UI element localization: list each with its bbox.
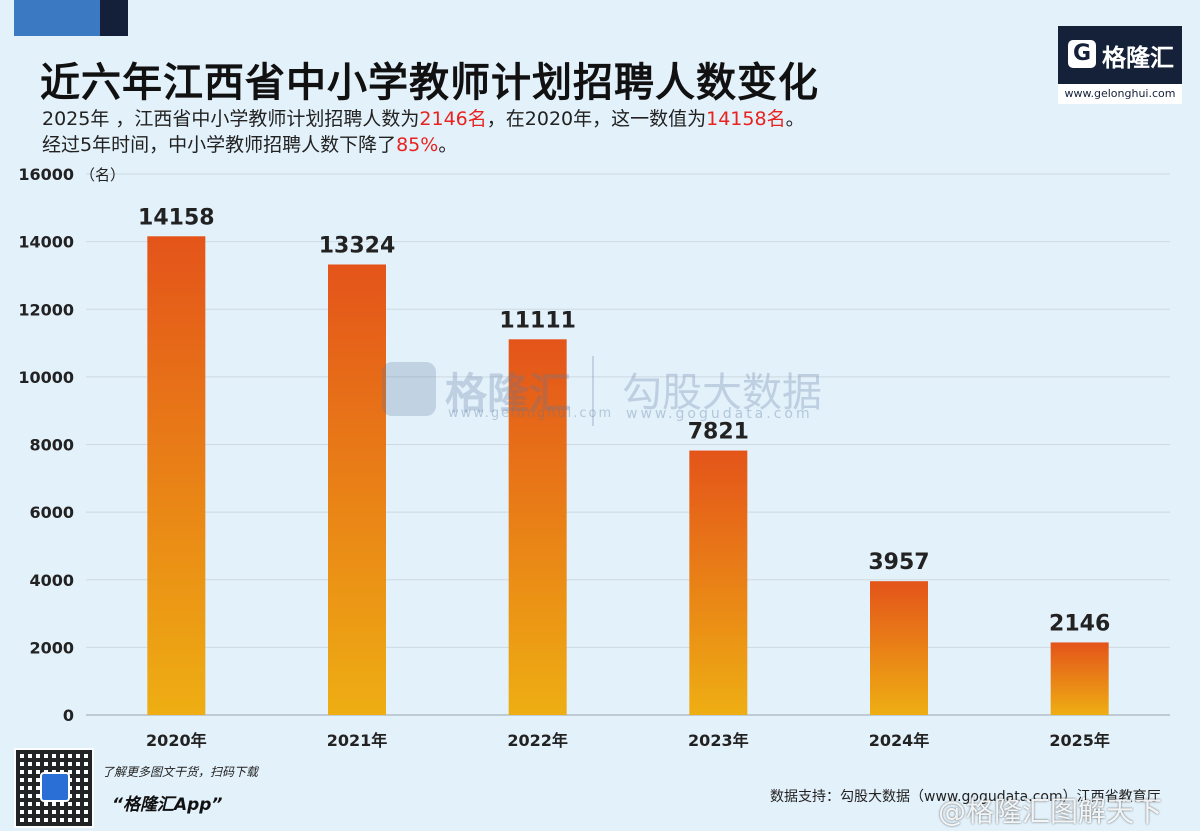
x-tick-label: 2023年 bbox=[688, 731, 749, 750]
bar-2023年 bbox=[689, 450, 748, 715]
y-tick-label: 10000 bbox=[18, 368, 74, 387]
watermark-logo-icon bbox=[382, 362, 436, 416]
brand-logo-icon: G bbox=[1068, 40, 1096, 68]
subtitle-highlight-2025: 2146名 bbox=[419, 108, 487, 130]
subtitle-highlight-2020: 14158名 bbox=[706, 108, 786, 130]
y-axis-unit-label: （名） bbox=[80, 166, 125, 184]
subtitle-highlight-percent: 85% bbox=[396, 134, 439, 156]
y-tick-label: 4000 bbox=[29, 571, 74, 590]
x-tick-label: 2022年 bbox=[507, 731, 568, 750]
watermark-logo-name: 格隆汇 bbox=[445, 369, 572, 418]
data-label: 14158 bbox=[138, 205, 215, 230]
x-tick-label: 2021年 bbox=[327, 731, 388, 750]
subtitle-text: 经过5年时间，中小学教师招聘人数下降了 bbox=[42, 134, 397, 156]
data-label: 3957 bbox=[868, 550, 929, 575]
data-label: 11111 bbox=[499, 308, 576, 333]
watermark-divider bbox=[592, 356, 594, 426]
subtitle-line-1: 2025年 ，江西省中小学教师计划招聘人数为2146名，在2020年，这一数值为… bbox=[42, 104, 805, 131]
y-tick-label: 16000 bbox=[18, 165, 74, 184]
data-source-note: 数据支持：勾股大数据（www.gogudata.com）江西省教育厅 bbox=[770, 789, 1161, 805]
subtitle-text: 。 bbox=[438, 134, 458, 156]
watermark-logo-url: www.gelonghui.com bbox=[448, 406, 614, 421]
subtitle-text: 。 bbox=[785, 108, 805, 130]
bar-2025年 bbox=[1050, 642, 1109, 715]
x-tick-label: 2025年 bbox=[1049, 731, 1110, 750]
y-tick-label: 2000 bbox=[29, 638, 74, 657]
axes: 0 2000 4000 6000 8000 10000 12000 14000 16000 （名）… bbox=[18, 165, 1110, 750]
data-labels: 14158 13324 11111 7821 3957 2146 bbox=[138, 205, 1110, 636]
weibo-watermark: @格隆汇图解天下 bbox=[938, 795, 1163, 828]
watermark-source-url: www.gogudata.com bbox=[626, 406, 813, 422]
top-accent-bar-blue bbox=[14, 0, 100, 36]
qr-center-logo-icon bbox=[40, 772, 70, 802]
y-tick-label: 0 bbox=[63, 706, 74, 725]
watermark-source-name: 勾股大数据 bbox=[622, 370, 822, 416]
data-label: 2146 bbox=[1049, 611, 1110, 636]
top-accent-bar-dark bbox=[100, 0, 128, 36]
bar-2024年 bbox=[870, 581, 928, 715]
subtitle-text: 2025年 ，江西省中小学教师计划招聘人数为 bbox=[42, 108, 420, 130]
y-tick-label: 12000 bbox=[18, 300, 74, 319]
subtitle-line-2: 经过5年时间，中小学教师招聘人数下降了85%。 bbox=[42, 130, 457, 157]
bar-2021年 bbox=[328, 264, 386, 715]
bar-2022年 bbox=[508, 339, 567, 715]
y-tick-label: 6000 bbox=[29, 503, 74, 522]
x-tick-label: 2024年 bbox=[869, 731, 930, 750]
gridlines bbox=[86, 173, 1170, 716]
y-tick-label: 8000 bbox=[29, 436, 74, 455]
data-label: 7821 bbox=[688, 420, 749, 445]
bar-2020年 bbox=[147, 236, 206, 715]
brand-logo-name: 格隆汇 bbox=[1102, 44, 1174, 72]
y-tick-label: 14000 bbox=[18, 233, 74, 252]
data-label: 13324 bbox=[319, 233, 396, 258]
x-tick-label: 2020年 bbox=[146, 731, 207, 750]
app-name: “格隆汇App” bbox=[112, 795, 223, 815]
subtitle-text: ，在2020年，这一数值为 bbox=[486, 108, 707, 130]
brand-logo-url: www.gelonghui.com bbox=[1058, 84, 1182, 104]
download-cta-text: 了解更多图文干货，扫码下载 bbox=[102, 765, 259, 779]
brand-logo: G 格隆汇 www.gelonghui.com bbox=[1058, 26, 1182, 104]
bars bbox=[147, 236, 1109, 715]
chart-title: 近六年江西省中小学教师计划招聘人数变化 bbox=[40, 60, 819, 106]
